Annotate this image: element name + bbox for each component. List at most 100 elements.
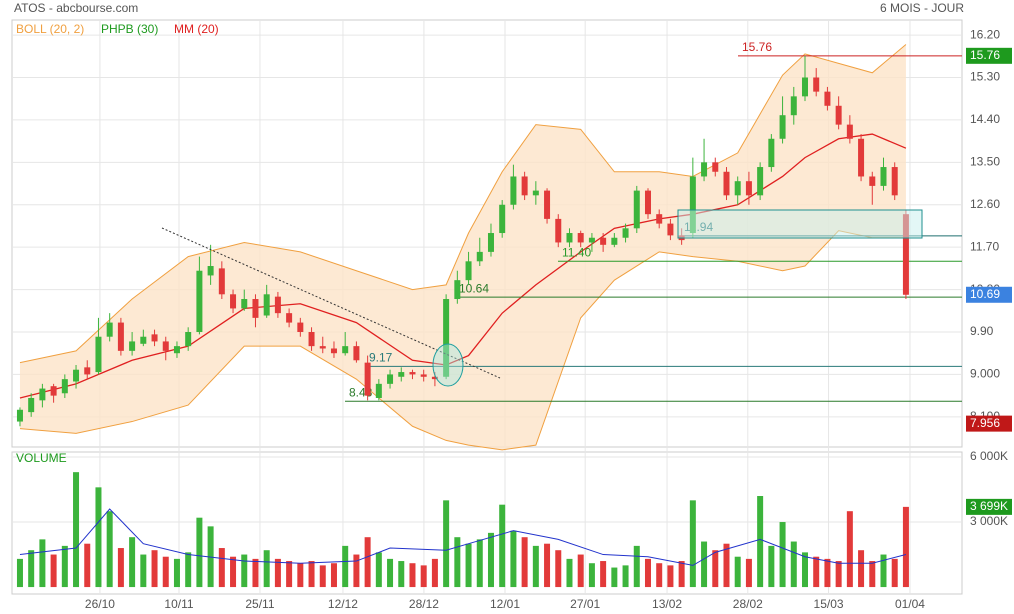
volume-bar bbox=[409, 563, 416, 588]
level-label: 15.76 bbox=[742, 40, 772, 54]
candle-body bbox=[73, 369, 80, 382]
candle-body bbox=[476, 251, 483, 262]
volume-bar bbox=[319, 565, 326, 588]
volume-bar bbox=[443, 500, 450, 588]
band-lower bbox=[19, 230, 906, 451]
candle-body bbox=[207, 266, 214, 276]
candle-body bbox=[431, 376, 438, 380]
volume-bar bbox=[185, 552, 192, 588]
volume-bar bbox=[577, 554, 584, 588]
volume-bar bbox=[701, 541, 708, 588]
candle-body bbox=[734, 181, 741, 196]
candle-body bbox=[286, 313, 293, 323]
volume-bar bbox=[902, 506, 909, 588]
x-tick-label: 25/11 bbox=[245, 597, 274, 611]
candle-body bbox=[140, 336, 147, 344]
volume-bar bbox=[644, 558, 651, 588]
volume-tag bbox=[966, 498, 1012, 515]
volume-bar bbox=[263, 550, 270, 588]
y-tick-label: 11.70 bbox=[970, 239, 999, 253]
candle-body bbox=[117, 322, 124, 351]
candle-body bbox=[577, 233, 584, 243]
x-tick-label: 12/12 bbox=[328, 597, 358, 611]
candle-body bbox=[656, 214, 663, 224]
candle-body bbox=[61, 379, 68, 394]
volume-bar bbox=[858, 550, 865, 588]
candle-body bbox=[353, 346, 360, 361]
candle-body bbox=[39, 388, 46, 401]
candle-body bbox=[28, 397, 35, 413]
candle-body bbox=[263, 294, 270, 316]
y-tick-label: 15.30 bbox=[970, 70, 1000, 84]
volume-bar bbox=[151, 550, 158, 588]
candle-body bbox=[701, 162, 708, 177]
volume-bar bbox=[544, 543, 551, 588]
price-tag bbox=[966, 47, 1012, 64]
candle-body bbox=[330, 348, 337, 354]
candle-body bbox=[398, 372, 405, 377]
candle-body bbox=[891, 167, 898, 196]
volume-bar bbox=[611, 567, 618, 588]
legend-boll: BOLL (20, 2) bbox=[16, 22, 84, 36]
volume-bar bbox=[521, 537, 528, 588]
volume-bar bbox=[342, 545, 349, 588]
volume-bar bbox=[779, 522, 786, 588]
volume-bar bbox=[286, 561, 293, 588]
volume-tag-label: 3 699K bbox=[970, 499, 1008, 513]
y-tick-label: 12.60 bbox=[970, 197, 1000, 211]
volume-bar bbox=[73, 472, 80, 588]
candle-body bbox=[544, 190, 551, 219]
candle-body bbox=[129, 341, 136, 351]
volume-bar bbox=[196, 517, 203, 588]
candle-body bbox=[162, 341, 169, 351]
candle-body bbox=[185, 332, 192, 347]
y-tick-label: 6 000K bbox=[970, 449, 1008, 463]
volume-bar bbox=[330, 563, 337, 588]
volume-bar bbox=[790, 541, 797, 588]
volume-bar bbox=[454, 537, 461, 588]
legend-phpb: PHPB (30) bbox=[101, 22, 158, 36]
volume-bar bbox=[39, 539, 46, 588]
y-tick-label: 3 000K bbox=[970, 514, 1008, 528]
candle-body bbox=[387, 374, 394, 384]
candle-body bbox=[230, 294, 237, 309]
volume-bar bbox=[353, 554, 360, 588]
x-tick-label: 10/11 bbox=[164, 597, 193, 611]
level-label: 9.17 bbox=[369, 351, 393, 365]
zone bbox=[677, 209, 923, 239]
volume-bar bbox=[129, 537, 136, 588]
volume-bar bbox=[117, 548, 124, 588]
candle-body bbox=[566, 233, 573, 243]
candle-body bbox=[465, 261, 472, 281]
volume-bar bbox=[689, 500, 696, 588]
candle-body bbox=[588, 237, 595, 243]
volume-bar bbox=[241, 554, 248, 588]
candle-body bbox=[633, 190, 640, 229]
x-tick-label: 26/10 bbox=[85, 597, 115, 611]
candle-body bbox=[902, 214, 909, 295]
candle-body bbox=[521, 176, 528, 196]
y-tick-label: 14.40 bbox=[970, 112, 1000, 126]
x-tick-label: 27/01 bbox=[570, 597, 600, 611]
candle-body bbox=[106, 322, 113, 337]
candle-body bbox=[622, 228, 629, 238]
volume-bar bbox=[95, 487, 102, 588]
volume-bar bbox=[106, 511, 113, 588]
candle-body bbox=[869, 176, 876, 186]
candle-body bbox=[745, 181, 752, 196]
highlight bbox=[432, 343, 464, 387]
volume-bar bbox=[465, 543, 472, 588]
volume-bar bbox=[588, 563, 595, 588]
candle-body bbox=[308, 332, 315, 347]
x-tick-label: 28/02 bbox=[733, 597, 763, 611]
volume-bar bbox=[84, 543, 91, 588]
x-tick-label: 01/04 bbox=[895, 597, 925, 611]
candle-body bbox=[409, 372, 416, 375]
band-upper bbox=[19, 44, 907, 364]
volume-bar bbox=[555, 550, 562, 588]
candle-body bbox=[723, 171, 730, 196]
candle-body bbox=[555, 218, 562, 243]
candle-body bbox=[757, 167, 764, 196]
volume-bar bbox=[678, 561, 685, 588]
candle-body bbox=[824, 91, 831, 106]
